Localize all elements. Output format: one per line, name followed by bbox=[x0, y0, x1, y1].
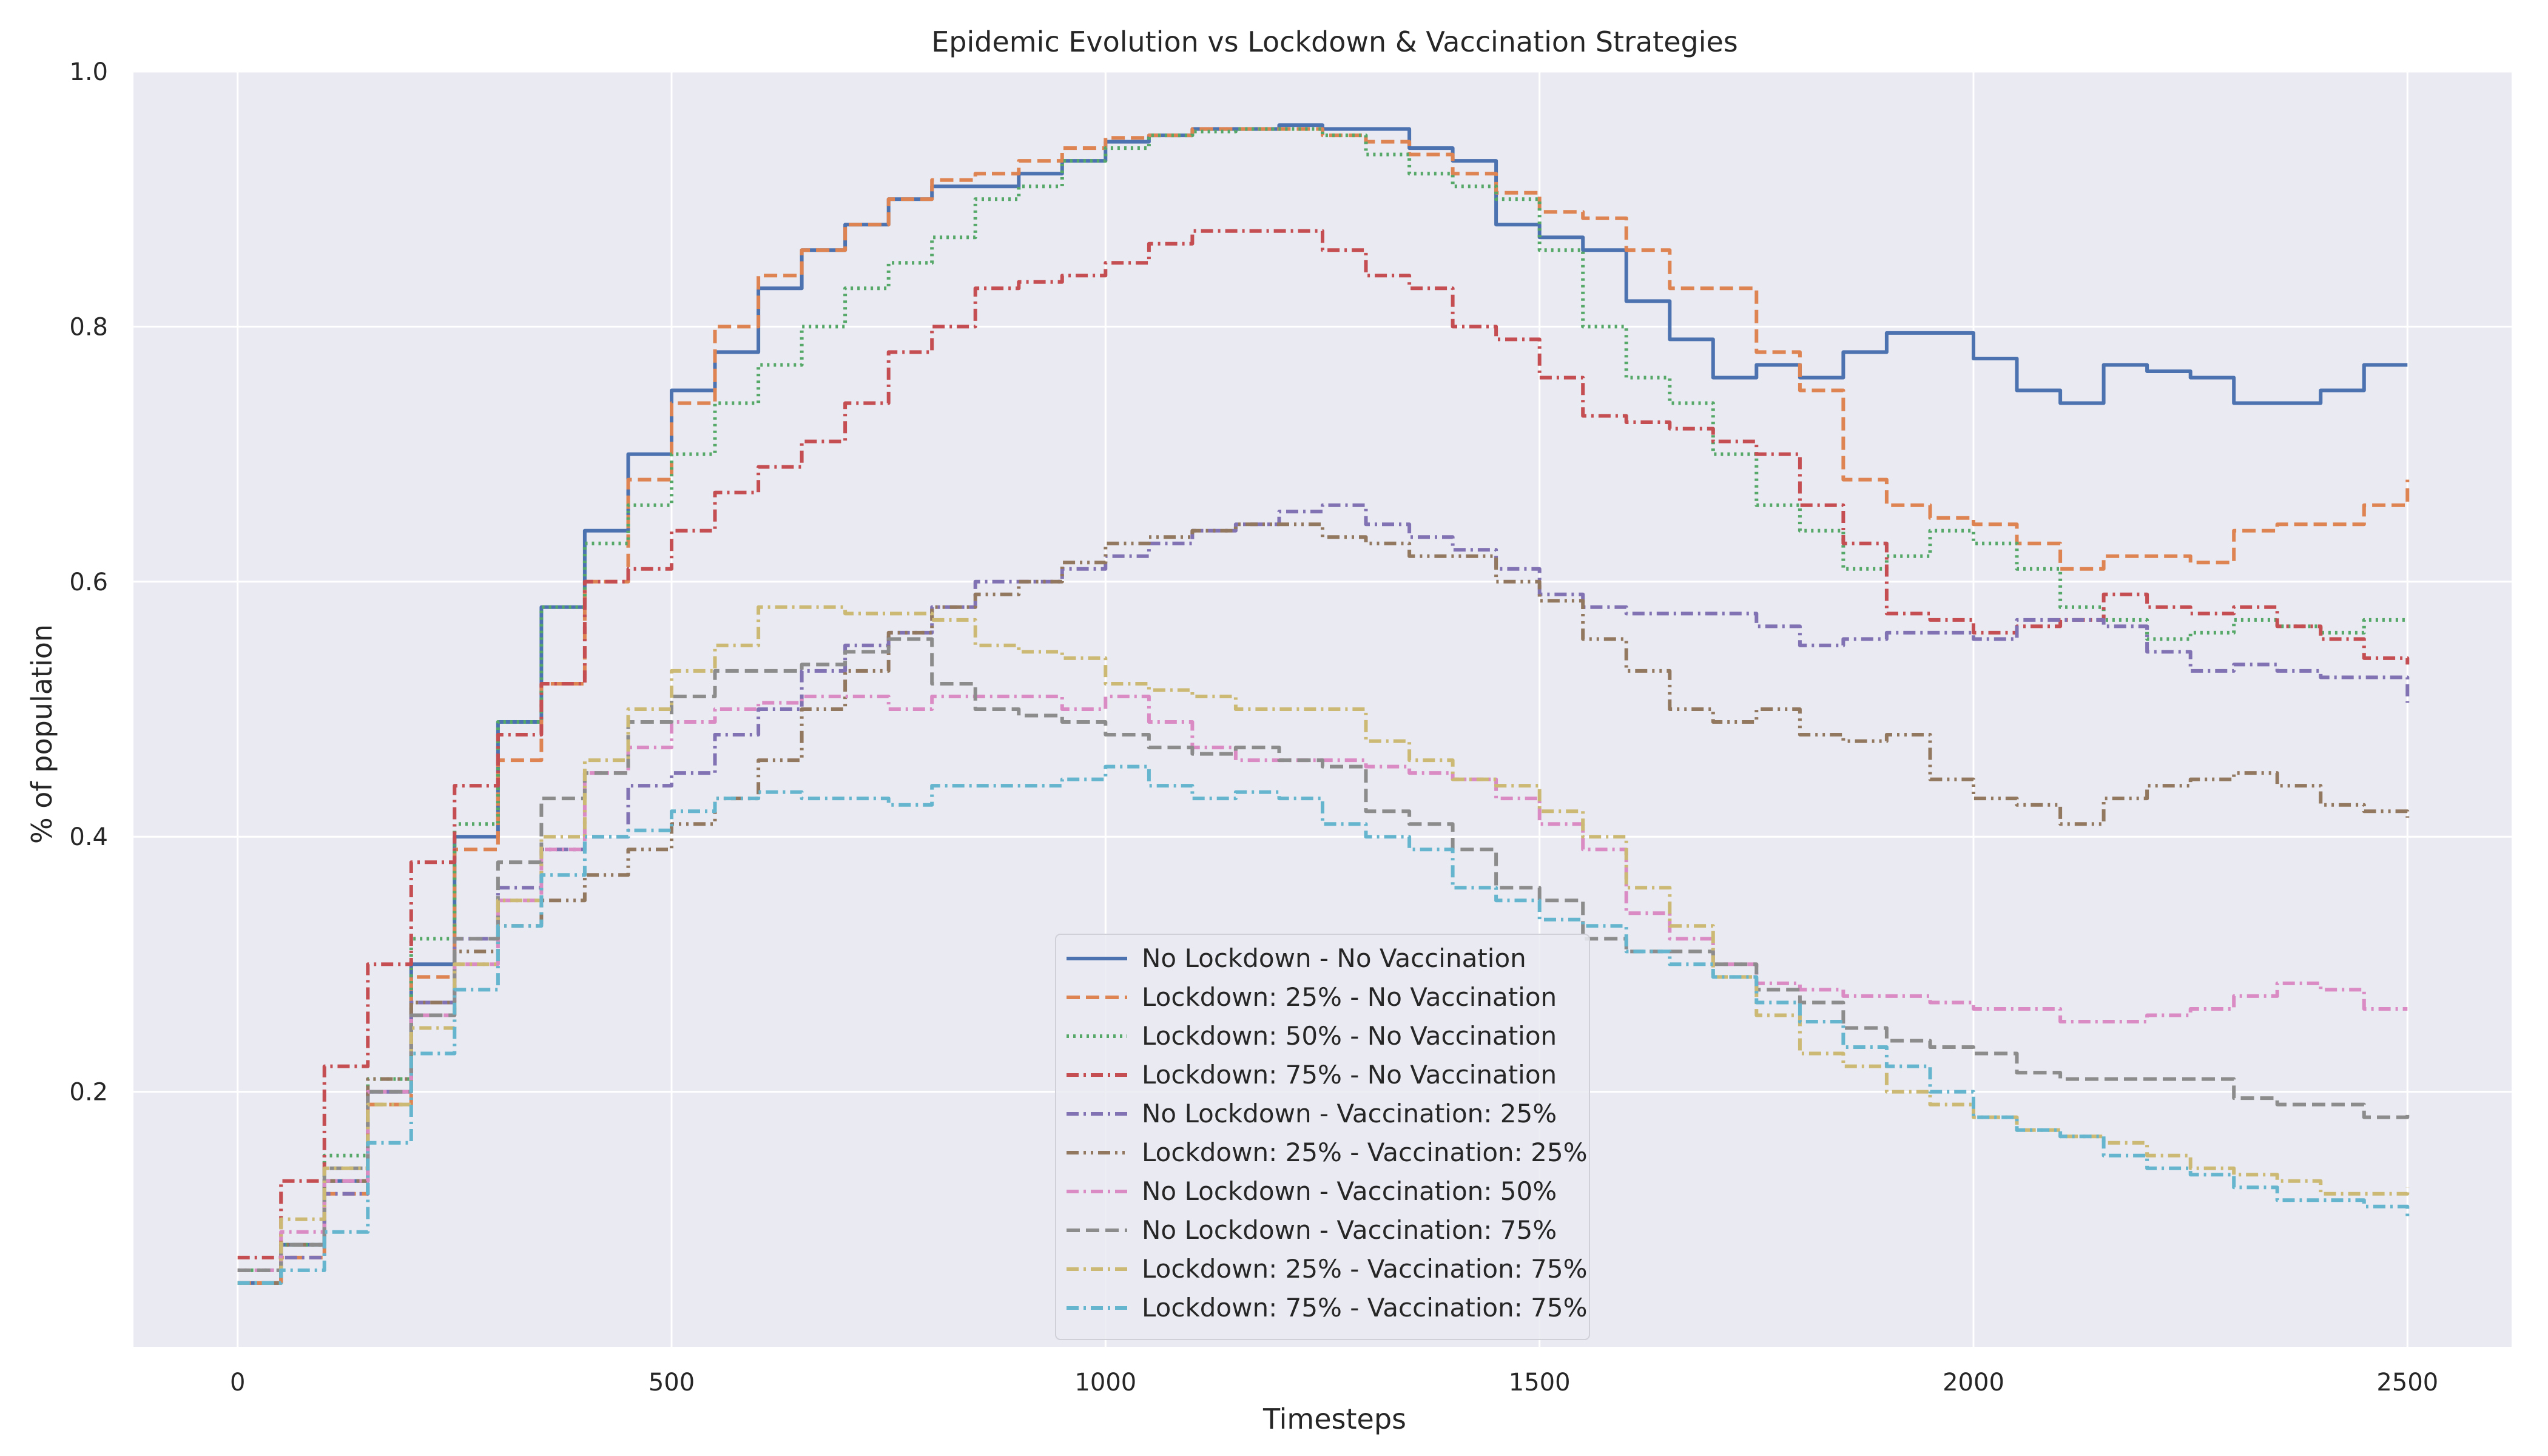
series-line-9 bbox=[237, 605, 2410, 1285]
legend-entry-10: Lockdown: 75% - Vaccination: 75% bbox=[1142, 1293, 1588, 1323]
chart-title: Epidemic Evolution vs Lockdown & Vaccina… bbox=[931, 25, 1738, 58]
legend-entry-7: No Lockdown - Vaccination: 50% bbox=[1142, 1176, 1557, 1206]
x-tick-label: 1000 bbox=[1074, 1369, 1136, 1397]
series-line-6 bbox=[237, 522, 2410, 1285]
y-tick-label: 1.0 bbox=[69, 58, 108, 86]
legend-entry-2: Lockdown: 25% - No Vaccination bbox=[1142, 982, 1557, 1012]
legend-entry-4: Lockdown: 75% - No Vaccination bbox=[1142, 1060, 1557, 1090]
y-tick-label: 0.6 bbox=[69, 568, 108, 596]
y-tick-label: 0.8 bbox=[69, 313, 108, 341]
legend-entry-1: No Lockdown - No Vaccination bbox=[1142, 943, 1526, 973]
legend-entry-6: Lockdown: 25% - Vaccination: 25% bbox=[1142, 1138, 1588, 1167]
y-tick-label: 0.4 bbox=[69, 823, 108, 851]
series-line-7 bbox=[237, 695, 2408, 1272]
y-tick-label: 0.2 bbox=[69, 1079, 108, 1107]
y-axis-label: % of population bbox=[25, 624, 58, 844]
x-tick-label: 0 bbox=[230, 1369, 245, 1397]
legend-entry-8: No Lockdown - Vaccination: 75% bbox=[1142, 1215, 1557, 1245]
legend-entry-3: Lockdown: 50% - No Vaccination bbox=[1142, 1021, 1557, 1051]
x-tick-label: 500 bbox=[649, 1369, 695, 1397]
series-line-8 bbox=[237, 637, 2410, 1272]
x-tick-label: 1500 bbox=[1509, 1369, 1571, 1397]
series-line-4 bbox=[237, 229, 2410, 1259]
x-axis-label: Timesteps bbox=[1262, 1403, 1406, 1435]
series-line-3 bbox=[237, 127, 2408, 1272]
legend-box bbox=[1055, 934, 1590, 1340]
series-line-10 bbox=[237, 764, 2410, 1285]
legend-entry-9: Lockdown: 25% - Vaccination: 75% bbox=[1142, 1254, 1588, 1284]
series-line-5 bbox=[237, 503, 2410, 1285]
legend: No Lockdown - No Vaccination Lockdown: 25… bbox=[1055, 934, 1590, 1340]
x-tick-label: 2000 bbox=[1943, 1369, 2004, 1397]
legend-entry-5: No Lockdown - Vaccination: 25% bbox=[1142, 1099, 1557, 1128]
tick-labels: 0 500 1000 1500 2000 2500 0.2 0.4 0.6 0.8 1.0 bbox=[69, 58, 2438, 1397]
x-tick-label: 2500 bbox=[2376, 1369, 2438, 1397]
series-lines bbox=[237, 123, 2410, 1285]
